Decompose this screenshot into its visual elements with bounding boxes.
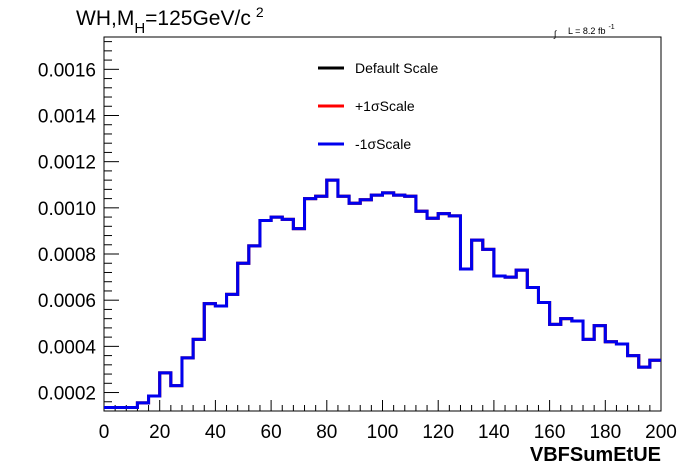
chart-title: WH,MH=125GeV/c 2 <box>76 4 264 37</box>
axis-ticks <box>103 41 662 412</box>
y-tick-label: 0.0004 <box>38 337 97 358</box>
luminosity-label: L = 8.2 fb -1 <box>568 24 615 36</box>
x-tick-label: 160 <box>534 422 566 443</box>
x-tick-label: 40 <box>205 422 226 443</box>
title-main: WH,M <box>76 7 134 30</box>
title-superscript: 2 <box>256 4 264 20</box>
y-tick-label: 0.0014 <box>38 106 97 127</box>
x-tick-label: 60 <box>261 422 282 443</box>
x-axis-label: VBFSumEtUE <box>530 444 661 466</box>
x-tick-label: 100 <box>367 422 399 443</box>
luminosity-integral: ∫ <box>553 29 558 39</box>
y-tick-label: 0.0012 <box>38 153 96 174</box>
x-tick-label: 0 <box>99 422 110 443</box>
x-tick-label: 20 <box>149 422 170 443</box>
y-tick-labels: 0.0002 0.0004 0.0006 0.0008 0.0010 0.0012 0.00… <box>38 60 97 404</box>
x-tick-label: 180 <box>589 422 621 443</box>
y-tick-label: 0.0008 <box>38 245 96 266</box>
series-layer <box>104 178 661 410</box>
title-rest: =125GeV/c <box>145 7 251 30</box>
luminosity-text: L = 8.2 fb <box>568 26 605 36</box>
x-tick-label: 200 <box>645 422 677 443</box>
y-tick-label: 0.0010 <box>38 199 96 220</box>
legend-label: Default Scale <box>355 60 438 76</box>
legend-label: -1σScale <box>355 136 411 152</box>
y-tick-label: 0.0006 <box>38 291 96 312</box>
legend-label: +1σScale <box>355 98 415 114</box>
legend: Default Scale +1σScale -1σScale <box>318 60 438 152</box>
x-tick-labels: 0 20 40 60 80 100 120 140 160 180 200 <box>99 422 677 443</box>
y-tick-label: 0.0002 <box>38 384 96 405</box>
title-subscript: H <box>134 20 145 37</box>
series-line-2 <box>104 178 661 410</box>
x-tick-label: 140 <box>478 422 510 443</box>
luminosity-superscript: -1 <box>608 24 614 31</box>
y-tick-label: 0.0016 <box>38 60 96 81</box>
x-tick-label: 120 <box>422 422 454 443</box>
x-tick-label: 80 <box>316 422 337 443</box>
